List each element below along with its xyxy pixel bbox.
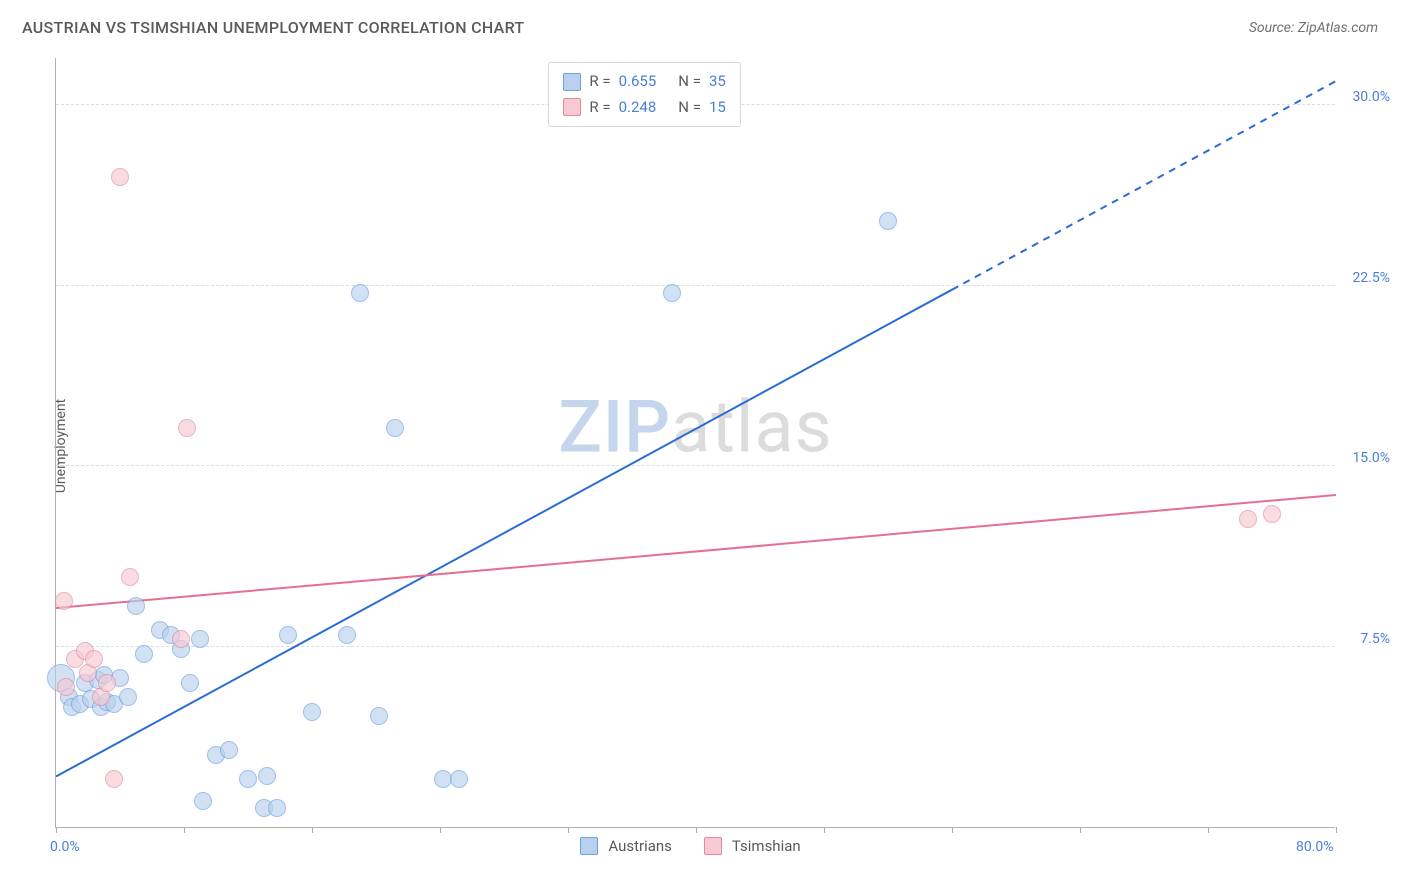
x-tick-mark bbox=[696, 827, 697, 833]
data-point-austrians bbox=[386, 419, 404, 437]
data-point-austrians bbox=[239, 770, 257, 788]
data-point-austrians bbox=[279, 626, 297, 644]
legend-r-label: R = bbox=[589, 69, 610, 95]
x-tick-mark bbox=[312, 827, 313, 833]
y-tick-label: 22.5% bbox=[1352, 270, 1390, 286]
data-point-tsimshian bbox=[1263, 505, 1281, 523]
data-point-austrians bbox=[370, 707, 388, 725]
x-tick-label: 80.0% bbox=[1296, 839, 1334, 855]
data-point-austrians bbox=[450, 770, 468, 788]
x-tick-mark bbox=[184, 827, 185, 833]
x-tick-label: 0.0% bbox=[50, 839, 80, 855]
data-point-tsimshian bbox=[111, 168, 129, 186]
x-tick-mark bbox=[568, 827, 569, 833]
stats-legend-row: R = 0.655 N = 35 bbox=[563, 69, 725, 95]
x-tick-mark bbox=[952, 827, 953, 833]
legend-swatch bbox=[563, 98, 581, 116]
x-tick-mark bbox=[440, 827, 441, 833]
legend-n-label: N = bbox=[678, 95, 701, 121]
legend-n-value: 35 bbox=[709, 69, 726, 95]
stats-legend-row: R = 0.248 N = 15 bbox=[563, 95, 725, 121]
legend-swatch bbox=[704, 837, 722, 855]
data-point-austrians bbox=[351, 284, 369, 302]
chart-plot-area: ZIPatlas 7.5%15.0%22.5%30.0%0.0%80.0%R =… bbox=[55, 58, 1335, 828]
data-point-austrians bbox=[663, 284, 681, 302]
source-prefix: Source: bbox=[1249, 20, 1298, 36]
legend-n-value: 15 bbox=[709, 95, 726, 121]
data-point-austrians bbox=[303, 703, 321, 721]
data-point-austrians bbox=[220, 741, 238, 759]
series-legend: Austrians Tsimshian bbox=[580, 837, 822, 855]
trend-lines-layer bbox=[56, 57, 1336, 827]
x-tick-mark bbox=[1080, 827, 1081, 833]
data-point-austrians bbox=[258, 767, 276, 785]
x-tick-mark bbox=[56, 827, 57, 833]
data-point-austrians bbox=[119, 688, 137, 706]
trend-line-tsimshian bbox=[56, 495, 1336, 608]
x-tick-mark bbox=[824, 827, 825, 833]
legend-n-label: N = bbox=[678, 69, 701, 95]
data-point-tsimshian bbox=[55, 592, 73, 610]
y-tick-label: 15.0% bbox=[1352, 450, 1390, 466]
data-point-austrians bbox=[135, 645, 153, 663]
data-point-austrians bbox=[127, 597, 145, 615]
data-point-tsimshian bbox=[57, 678, 75, 696]
x-tick-mark bbox=[1336, 827, 1337, 833]
data-point-austrians bbox=[338, 626, 356, 644]
y-tick-label: 7.5% bbox=[1360, 631, 1390, 647]
data-point-austrians bbox=[268, 799, 286, 817]
trend-line-austrians bbox=[56, 290, 952, 777]
legend-r-value: 0.248 bbox=[619, 95, 657, 121]
legend-r-label: R = bbox=[589, 95, 610, 121]
legend-swatch bbox=[580, 837, 598, 855]
legend-r-value: 0.655 bbox=[619, 69, 657, 95]
data-point-tsimshian bbox=[121, 568, 139, 586]
data-point-tsimshian bbox=[178, 419, 196, 437]
trend-line-dashed-austrians bbox=[952, 81, 1336, 290]
source-attribution: Source: ZipAtlas.com bbox=[1249, 20, 1378, 36]
data-point-tsimshian bbox=[172, 630, 190, 648]
source-name: ZipAtlas.com bbox=[1298, 20, 1378, 36]
legend-series-name: Austrians bbox=[608, 837, 672, 855]
legend-swatch bbox=[563, 73, 581, 91]
y-tick-label: 30.0% bbox=[1352, 89, 1390, 105]
data-point-tsimshian bbox=[105, 770, 123, 788]
data-point-tsimshian bbox=[1239, 510, 1257, 528]
data-point-austrians bbox=[191, 630, 209, 648]
data-point-austrians bbox=[181, 674, 199, 692]
chart-title: AUSTRIAN VS TSIMSHIAN UNEMPLOYMENT CORRE… bbox=[22, 18, 524, 37]
data-point-austrians bbox=[879, 212, 897, 230]
data-point-austrians bbox=[194, 792, 212, 810]
data-point-tsimshian bbox=[98, 674, 116, 692]
stats-legend: R = 0.655 N = 35 R = 0.248 N = 15 bbox=[548, 62, 740, 127]
data-point-tsimshian bbox=[85, 650, 103, 668]
x-tick-mark bbox=[1208, 827, 1209, 833]
legend-series-name: Tsimshian bbox=[732, 837, 801, 855]
